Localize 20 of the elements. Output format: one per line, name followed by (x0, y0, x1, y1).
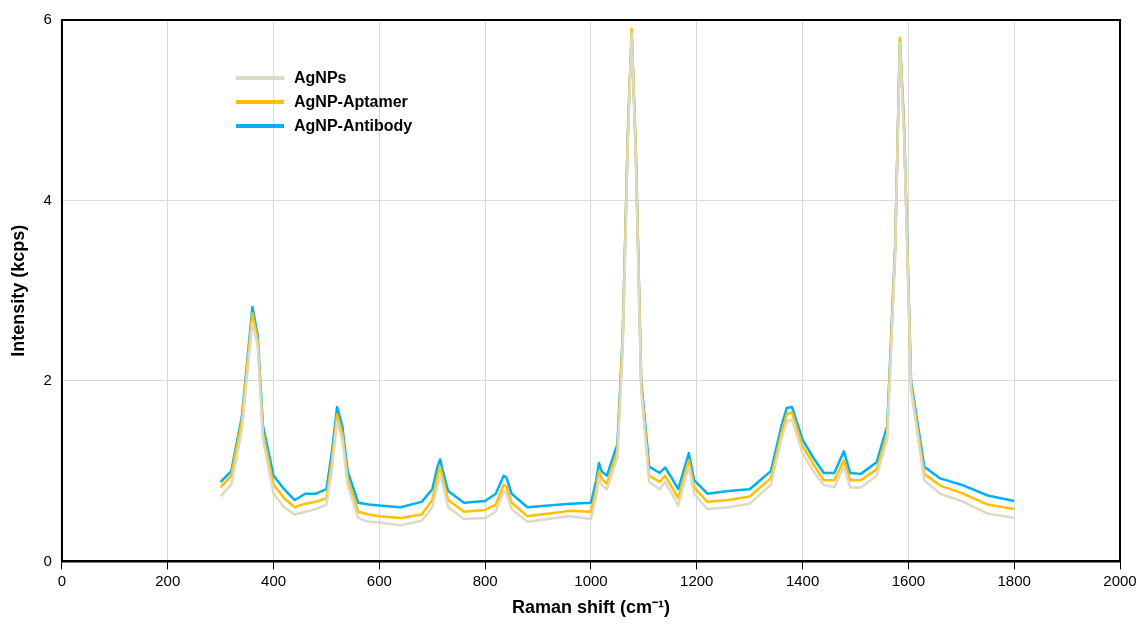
x-tick-label: 1600 (891, 571, 926, 589)
legend-label: AgNP-Aptamer (294, 93, 408, 111)
x-tick-label: 2000 (1103, 571, 1137, 589)
x-tick-label: 1000 (574, 571, 608, 589)
legend-label: AgNP-Antibody (294, 117, 413, 135)
legend-label: AgNPs (294, 69, 347, 87)
x-tick-label: 1400 (785, 571, 820, 589)
x-tick-label: 800 (472, 571, 498, 589)
x-tick-label: 0 (57, 571, 67, 589)
x-tick-label: 1800 (997, 571, 1031, 589)
x-tick-label: 600 (366, 571, 392, 589)
y-tick-label: 0 (43, 551, 52, 569)
y-tick-label: 6 (43, 10, 52, 28)
y-axis-title: Intensity (kcps) (7, 224, 28, 357)
x-tick-label: 1200 (680, 571, 714, 589)
y-tick-label: 2 (43, 371, 52, 389)
x-tick-label: 200 (155, 571, 181, 589)
y-tick-label: 4 (43, 190, 52, 208)
x-axis-title: Raman shift (cm⁻¹) (511, 597, 670, 618)
x-tick-label: 400 (261, 571, 287, 589)
